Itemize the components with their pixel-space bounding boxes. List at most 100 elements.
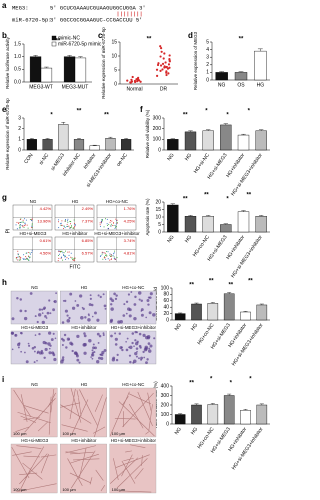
- point: [126, 79, 129, 82]
- cell-dot: [58, 254, 60, 256]
- significance: *: [248, 109, 251, 115]
- tube: [24, 398, 56, 433]
- cell: [90, 303, 94, 307]
- y-tick-label: 0: [166, 421, 169, 427]
- bar: [63, 56, 76, 83]
- point: [155, 68, 159, 71]
- point: [165, 71, 168, 74]
- cell: [136, 350, 138, 353]
- cell: [138, 357, 140, 360]
- panel-label: f: [140, 105, 143, 114]
- y-tick-label: 1.5: [14, 41, 21, 47]
- transwell-image: [10, 290, 58, 325]
- point: [160, 50, 163, 53]
- y-tick-label: 100: [161, 412, 170, 418]
- point: [129, 81, 132, 84]
- cell-dot: [106, 223, 108, 225]
- cell-dot: [112, 255, 114, 257]
- cell: [153, 337, 156, 340]
- y-tick-label: 5: [158, 222, 161, 228]
- cell-dot: [24, 225, 26, 227]
- point: [162, 57, 165, 60]
- cell-dot: [58, 251, 60, 253]
- cell: [76, 358, 80, 362]
- tube: [69, 472, 92, 484]
- y-tick-label: 100: [153, 137, 162, 143]
- sequence-name: miR-6720-5p:: [12, 16, 52, 23]
- quadrant-percent: 1.76%: [124, 206, 136, 211]
- image-label: HG+si-MEG3+inhibitor: [111, 438, 157, 443]
- cell-dot: [109, 259, 111, 261]
- y-axis-label: Apoptosis rate (%): [145, 198, 150, 236]
- x-tick-label: Normal: [126, 86, 142, 92]
- x-tick-label: MEG3-WT: [29, 84, 53, 90]
- cell-dot: [29, 219, 31, 221]
- sequence: 3' GGCCGCGGAAGUC-CCGACCUU 5': [50, 16, 142, 23]
- cell: [25, 360, 29, 364]
- cell: [135, 347, 139, 350]
- quadrant-percent: 6.85%: [82, 238, 94, 243]
- cell: [102, 332, 105, 335]
- point: [161, 68, 164, 71]
- cell-dot: [60, 250, 62, 252]
- bar: [105, 138, 116, 151]
- cell: [149, 296, 152, 299]
- cell: [88, 338, 92, 343]
- cell: [83, 342, 87, 347]
- y-axis-label: Relative expression of miR-6720-5p: [5, 98, 10, 170]
- bar: [42, 139, 53, 151]
- cell: [140, 356, 144, 360]
- bar: [167, 139, 179, 151]
- cell: [97, 294, 100, 297]
- bar: [223, 395, 235, 425]
- cell: [61, 356, 65, 359]
- cell: [146, 358, 149, 361]
- cell-dot: [101, 253, 103, 255]
- cell-dot: [64, 258, 66, 260]
- cell: [91, 315, 94, 318]
- cell: [69, 341, 73, 345]
- y-tick-label: 20: [155, 199, 161, 205]
- cell: [125, 312, 128, 315]
- tube: [23, 405, 49, 414]
- cell-dot: [70, 221, 72, 223]
- cell-dot: [113, 224, 115, 226]
- cell: [121, 348, 124, 352]
- cell: [138, 332, 142, 336]
- cell-dot: [105, 254, 107, 256]
- point: [134, 80, 137, 84]
- tube: [22, 462, 43, 480]
- bar: [255, 130, 267, 151]
- cell: [65, 346, 68, 349]
- cell: [145, 316, 148, 319]
- tube: [148, 404, 153, 431]
- cell: [81, 306, 84, 309]
- cell-dot: [19, 221, 21, 223]
- cell-dot: [112, 224, 114, 226]
- cell-dot: [17, 259, 19, 261]
- cell-dot: [70, 223, 72, 225]
- y-tick-label: 20: [163, 311, 169, 317]
- cell-dot: [68, 258, 70, 260]
- cell: [148, 349, 152, 353]
- cell-dot: [62, 252, 64, 254]
- cell: [34, 315, 37, 318]
- y-tick-label: 80: [163, 292, 169, 298]
- cell-dot: [60, 257, 62, 259]
- cell-dot: [31, 223, 33, 225]
- point: [157, 62, 160, 65]
- cell-dot: [29, 252, 31, 254]
- tube: [147, 392, 152, 411]
- x-tick-label: HG: [184, 152, 193, 162]
- x-tick-label: HG: [190, 322, 199, 332]
- image-label: HG+co-NC: [122, 382, 145, 387]
- point: [165, 73, 168, 77]
- cell: [38, 351, 43, 355]
- cell-dot: [60, 222, 62, 224]
- y-tick-label: 200: [161, 402, 170, 408]
- x-tick-label: OS: [237, 82, 245, 88]
- cell-dot: [27, 252, 29, 254]
- image-label: HG+si-MEG3: [20, 231, 47, 236]
- cell: [24, 309, 27, 313]
- cell-dot: [109, 221, 111, 223]
